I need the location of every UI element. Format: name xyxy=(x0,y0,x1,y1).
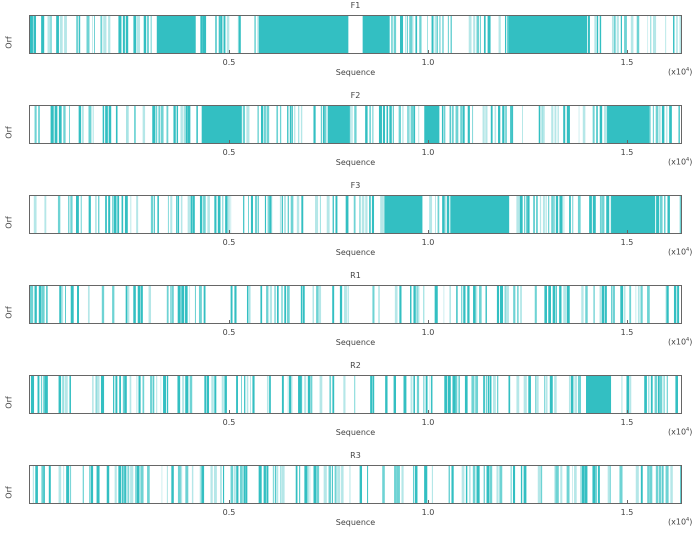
orf-track-r3: R3 Orf 0.5 1.0 1.5 Sequence (x104) xyxy=(0,450,694,540)
tick-0-5 xyxy=(229,50,230,54)
orf-track-r2: R2 Orf 0.5 1.0 1.5 Sequence (x104) xyxy=(0,360,694,450)
orf-track-plot xyxy=(29,465,682,504)
tick-label-1-5: 1.5 xyxy=(620,238,634,247)
orf-track-plot xyxy=(29,285,682,324)
tick-label-0-5: 0.5 xyxy=(222,328,236,337)
tick-label-1-0: 1.0 xyxy=(421,508,435,517)
x-axis-label: Sequence xyxy=(335,428,376,437)
tick-label-0-5: 0.5 xyxy=(222,148,236,157)
track-title: R3 xyxy=(350,451,361,460)
tick-1-0 xyxy=(428,230,429,234)
tick-label-1-0: 1.0 xyxy=(421,328,435,337)
tick-label-0-5: 0.5 xyxy=(222,418,236,427)
x-axis-multiplier: (x104) xyxy=(668,247,693,257)
tick-label-0-5: 0.5 xyxy=(222,238,236,247)
tick-1-5 xyxy=(627,500,628,504)
tick-0-5 xyxy=(229,500,230,504)
tick-label-1-0: 1.0 xyxy=(421,418,435,427)
orf-track-f1: F1 Orf 0.5 1.0 1.5 Sequence (x104) xyxy=(0,0,694,90)
x-axis-multiplier: (x104) xyxy=(668,67,693,77)
tick-1-0 xyxy=(428,50,429,54)
tick-label-1-0: 1.0 xyxy=(421,238,435,247)
tick-label-1-5: 1.5 xyxy=(620,58,634,67)
tick-label-1-5: 1.5 xyxy=(620,418,634,427)
x-axis-label: Sequence xyxy=(335,518,376,527)
orf-track-r1: R1 Orf 0.5 1.0 1.5 Sequence (x104) xyxy=(0,270,694,360)
tick-0-5 xyxy=(229,410,230,414)
orf-track-plot xyxy=(29,105,682,144)
tick-1-5 xyxy=(627,140,628,144)
tick-0-5 xyxy=(229,230,230,234)
x-axis-multiplier: (x104) xyxy=(668,337,693,347)
tick-label-1-5: 1.5 xyxy=(620,508,634,517)
y-axis-label: Orf xyxy=(4,396,14,409)
x-axis-multiplier: (x104) xyxy=(668,427,693,437)
tick-1-5 xyxy=(627,320,628,324)
tick-0-5 xyxy=(229,320,230,324)
track-title: R2 xyxy=(350,361,361,370)
tick-1-5 xyxy=(627,230,628,234)
tick-label-1-5: 1.5 xyxy=(620,148,634,157)
track-title: F3 xyxy=(350,181,361,190)
x-axis-label: Sequence xyxy=(335,68,376,77)
tick-1-5 xyxy=(627,410,628,414)
orf-track-plot xyxy=(29,15,682,54)
orf-track-plot xyxy=(29,375,682,414)
tick-label-0-5: 0.5 xyxy=(222,58,236,67)
y-axis-label: Orf xyxy=(4,306,14,319)
x-axis-multiplier: (x104) xyxy=(668,517,693,527)
y-axis-label: Orf xyxy=(4,216,14,229)
y-axis-label: Orf xyxy=(4,486,14,499)
x-axis-label: Sequence xyxy=(335,158,376,167)
tick-1-0 xyxy=(428,320,429,324)
y-axis-label: Orf xyxy=(4,126,14,139)
x-axis-multiplier: (x104) xyxy=(668,157,693,167)
tick-label-0-5: 0.5 xyxy=(222,508,236,517)
track-title: F1 xyxy=(350,1,361,10)
tick-1-5 xyxy=(627,50,628,54)
x-axis-label: Sequence xyxy=(335,338,376,347)
orf-track-plot xyxy=(29,195,682,234)
x-axis-label: Sequence xyxy=(335,248,376,257)
track-title: R1 xyxy=(350,271,361,280)
tick-1-0 xyxy=(428,500,429,504)
tick-1-0 xyxy=(428,140,429,144)
y-axis-label: Orf xyxy=(4,36,14,49)
tick-0-5 xyxy=(229,140,230,144)
tick-1-0 xyxy=(428,410,429,414)
tick-label-1-0: 1.0 xyxy=(421,58,435,67)
tick-label-1-5: 1.5 xyxy=(620,328,634,337)
tick-label-1-0: 1.0 xyxy=(421,148,435,157)
orf-track-f3: F3 Orf 0.5 1.0 1.5 Sequence (x104) xyxy=(0,180,694,270)
track-title: F2 xyxy=(350,91,361,100)
orf-track-f2: F2 Orf 0.5 1.0 1.5 Sequence (x104) xyxy=(0,90,694,180)
